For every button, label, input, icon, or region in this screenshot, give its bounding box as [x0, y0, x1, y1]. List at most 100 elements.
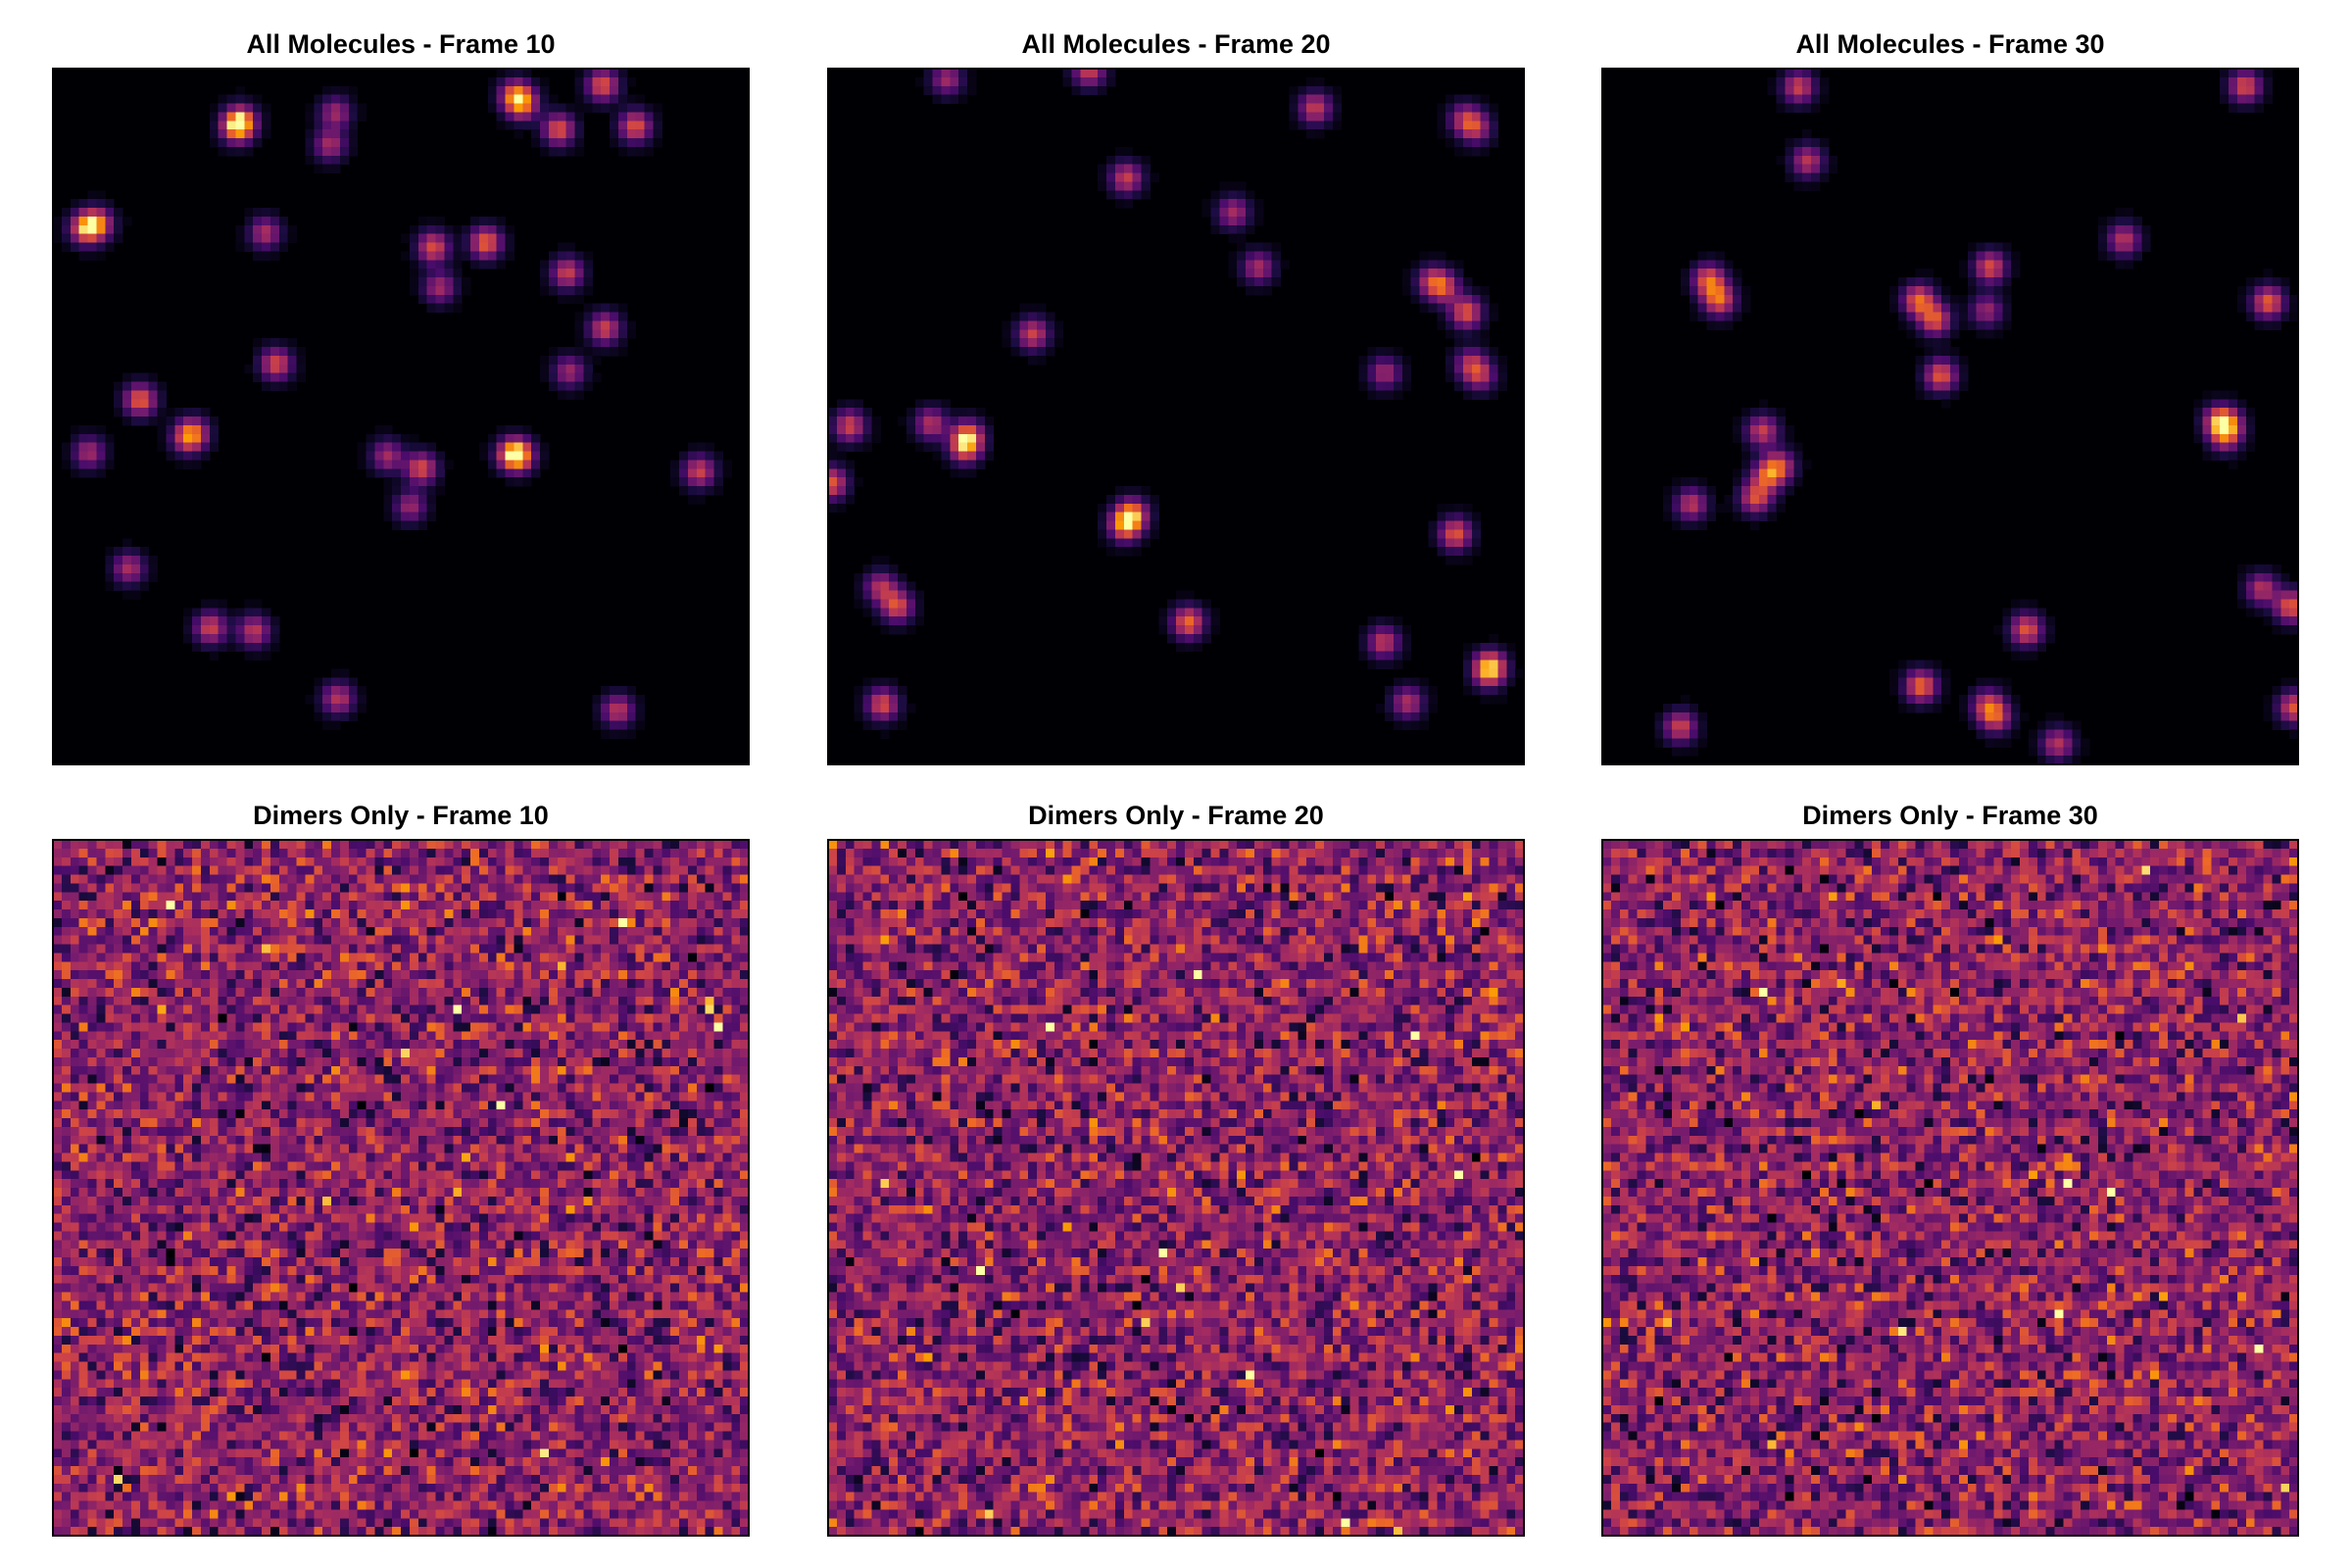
- pixel: [2236, 294, 2247, 305]
- pixel: [505, 1022, 514, 1032]
- pixel: [975, 442, 986, 453]
- pixel: [392, 926, 402, 937]
- pixel: [601, 94, 611, 105]
- pixel: [105, 865, 115, 876]
- pixel: [200, 642, 211, 653]
- pixel: [226, 1049, 236, 1058]
- pixel: [1106, 529, 1116, 539]
- pixel: [1141, 512, 1151, 522]
- pixel: [601, 1013, 611, 1023]
- pixel: [235, 642, 245, 653]
- pixel: [262, 216, 271, 226]
- pixel: [226, 633, 236, 644]
- pixel: [383, 1092, 393, 1102]
- pixel: [218, 1040, 228, 1050]
- pixel: [557, 1056, 567, 1067]
- pixel: [262, 208, 271, 218]
- pixel: [592, 329, 602, 339]
- pixel: [1462, 138, 1473, 148]
- pixel: [53, 953, 63, 962]
- pixel: [209, 979, 220, 989]
- pixel: [392, 1031, 402, 1041]
- pixel: [626, 686, 637, 696]
- pixel: [444, 1083, 454, 1093]
- pixel: [1924, 294, 1934, 305]
- pixel: [1193, 616, 1203, 626]
- pixel: [1802, 85, 1812, 96]
- pixel: [1906, 312, 1917, 321]
- pixel: [1437, 547, 1446, 557]
- pixel: [435, 987, 445, 998]
- pixel: [1385, 703, 1395, 713]
- pixel: [462, 848, 471, 858]
- pixel: [331, 720, 341, 731]
- pixel: [314, 677, 323, 687]
- pixel: [139, 416, 150, 426]
- pixel: [157, 917, 167, 928]
- pixel: [426, 926, 437, 937]
- pixel: [278, 840, 289, 850]
- pixel: [331, 865, 341, 876]
- pixel: [722, 468, 732, 478]
- pixel: [322, 1065, 332, 1076]
- pixel: [828, 408, 838, 417]
- pixel: [2272, 695, 2281, 705]
- pixel: [287, 935, 298, 946]
- pixel: [854, 442, 864, 453]
- pixel: [1489, 668, 1498, 678]
- pixel: [192, 442, 202, 453]
- pixel: [339, 129, 350, 139]
- pixel: [496, 224, 507, 235]
- pixel: [617, 1083, 628, 1093]
- pixel: [854, 599, 864, 609]
- pixel: [670, 874, 680, 884]
- pixel: [514, 468, 523, 478]
- pixel: [462, 1083, 471, 1093]
- pixel: [444, 1004, 454, 1015]
- pixel: [1428, 294, 1438, 305]
- pixel: [122, 926, 132, 937]
- pixel: [253, 129, 263, 139]
- pixel: [583, 961, 593, 971]
- pixel: [653, 1049, 662, 1058]
- pixel: [731, 953, 741, 962]
- pixel: [417, 848, 428, 858]
- pixel: [1471, 547, 1482, 557]
- pixel: [626, 917, 637, 928]
- pixel: [871, 677, 881, 687]
- pixel: [662, 865, 671, 876]
- pixel: [670, 1013, 680, 1023]
- pixel: [157, 909, 167, 919]
- pixel: [130, 547, 141, 557]
- pixel: [453, 917, 463, 928]
- pixel: [417, 242, 428, 252]
- pixel: [836, 460, 847, 469]
- pixel: [409, 451, 419, 461]
- pixel: [522, 996, 532, 1006]
- pixel: [713, 1004, 723, 1015]
- pixel: [139, 564, 150, 574]
- pixel: [574, 1083, 584, 1093]
- pixel: [687, 953, 698, 962]
- pixel: [1237, 216, 1247, 226]
- pixel: [1184, 642, 1195, 653]
- pixel: [531, 987, 541, 998]
- pixel: [1289, 85, 1298, 96]
- pixel: [262, 1022, 271, 1032]
- pixel: [244, 909, 254, 919]
- pixel: [444, 865, 454, 876]
- pixel: [61, 926, 72, 937]
- pixel: [139, 979, 150, 989]
- pixel: [357, 857, 368, 867]
- pixel: [348, 1074, 359, 1085]
- pixel: [1419, 695, 1429, 705]
- pixel: [871, 416, 881, 426]
- pixel: [244, 94, 254, 105]
- pixel: [557, 987, 567, 998]
- pixel: [557, 1022, 567, 1032]
- pixel: [1689, 277, 1699, 287]
- pixel: [426, 468, 437, 478]
- pixel: [87, 901, 97, 910]
- pixel: [1733, 477, 1742, 487]
- pixel: [1437, 269, 1446, 278]
